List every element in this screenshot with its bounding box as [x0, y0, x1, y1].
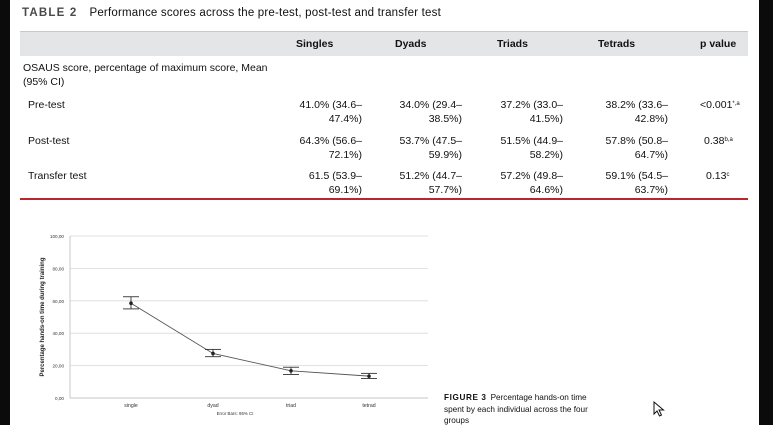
- row-label-pretest: Pre-test: [28, 99, 65, 111]
- x-tick-label: triad: [286, 403, 296, 409]
- y-tick-label: 0,00: [55, 396, 64, 401]
- series-line: [130, 302, 370, 377]
- data-point: [289, 368, 293, 373]
- p-value-cell: 0.38b,a: [704, 135, 733, 147]
- table-cell: 51.5% (44.9– 58.2%): [500, 135, 563, 161]
- table-cell: 37.2% (33.0– 41.5%): [500, 99, 563, 125]
- table-cell: 38.2% (33.6– 42.8%): [605, 99, 668, 125]
- table-title: TABLE 2 Performance scores across the pre…: [22, 7, 441, 19]
- x-tick-label: single: [124, 403, 138, 409]
- table-header-band: [20, 31, 748, 56]
- table-cell: 64.3% (56.6– 72.1%): [299, 135, 362, 161]
- table-cell: 57.2% (49.8– 64.6%): [500, 170, 563, 196]
- y-tick-label: 80,00: [53, 266, 65, 271]
- table-bottom-rule: [20, 198, 748, 200]
- figure-caption: FIGURE 3 Percentage hands-on time spent b…: [444, 393, 588, 425]
- col-header-tetrads: Tetrads: [598, 38, 636, 50]
- section-label: OSAUS score, percentage of maximum score…: [23, 62, 268, 88]
- row-label-transfer: Transfer test: [28, 170, 87, 182]
- col-header-dyads: Dyads: [395, 38, 427, 50]
- data-point: [211, 351, 215, 356]
- table-cell: 41.0% (34.6– 47.4%): [299, 99, 362, 125]
- y-axis-label: Percentage hands-on time during training: [40, 257, 46, 376]
- table-cell: 61.5 (53.9– 69.1%): [308, 170, 362, 196]
- mouse-cursor-icon: [653, 401, 665, 417]
- error-bars-footnote: Error Bars: 95% CI: [217, 411, 254, 416]
- left-black-border: [0, 0, 10, 425]
- table-caption: Performance scores across the pre-test, …: [89, 7, 441, 19]
- table-label: TABLE 2: [22, 7, 78, 19]
- y-tick-label: 100,00: [50, 234, 64, 239]
- y-tick-label: 60,00: [53, 299, 65, 304]
- y-tick-label: 40,00: [53, 331, 65, 336]
- p-value-cell: 0.13c: [706, 170, 730, 182]
- col-header-singles: Singles: [296, 38, 334, 50]
- table-cell: 53.7% (47.5– 59.9%): [399, 135, 462, 161]
- x-tick-label: dyad: [207, 403, 218, 409]
- x-tick-label: tetrad: [362, 403, 375, 409]
- right-black-border: [759, 0, 773, 425]
- table-cell: 51.2% (44.7– 57.7%): [399, 170, 462, 196]
- table-cell: 34.0% (29.4– 38.5%): [399, 99, 462, 125]
- p-value-cell: <0.001*,a: [700, 99, 740, 111]
- table-cell: 57.8% (50.8– 64.7%): [605, 135, 668, 161]
- data-point: [129, 301, 133, 306]
- hands-on-time-chart: 0,00 20,00 40,00 60,00 80,00 100,00 Percentage…: [40, 234, 428, 416]
- y-tick-label: 20,00: [53, 364, 65, 369]
- data-point: [367, 374, 371, 378]
- col-header-triads: Triads: [497, 38, 528, 50]
- table-cell: 59.1% (54.5– 63.7%): [605, 170, 668, 196]
- col-header-p-value: p value: [700, 38, 737, 50]
- row-label-posttest: Post-test: [28, 135, 70, 147]
